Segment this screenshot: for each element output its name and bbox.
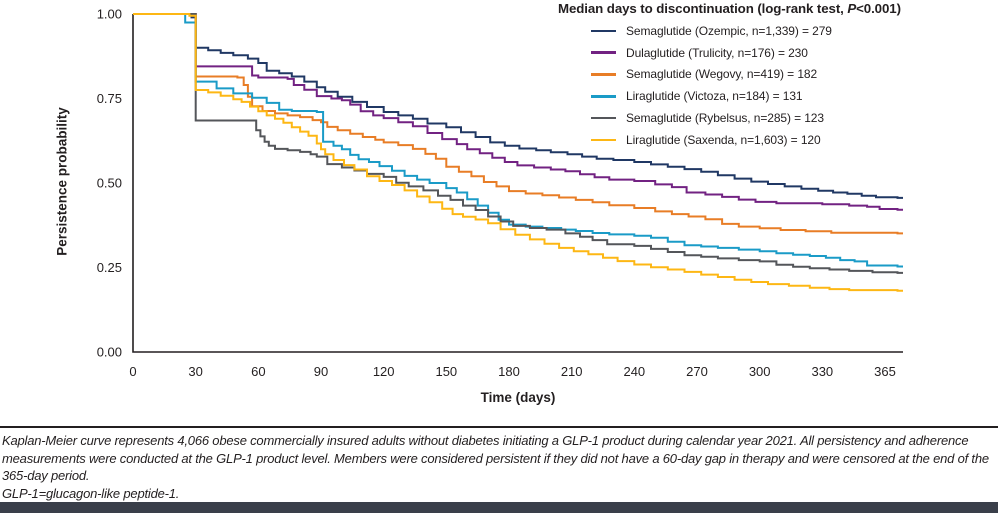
legend-title-pvalue: P [847,1,857,16]
x-tick-label: 120 [373,364,395,379]
km-curve-saxenda [133,13,903,292]
x-tick-label: 270 [686,364,708,379]
legend-item-label: Liraglutide (Saxenda, n=1,603) = 120 [626,132,821,147]
y-tick-label: 0.00 [97,345,122,360]
x-tick-label: 0 [129,364,136,379]
legend-item: Semaglutide (Rybelsus, n=285) = 123 [558,107,998,129]
km-curve-wegovy [133,13,903,235]
legend-item-label: Semaglutide (Wegovy, n=419) = 182 [626,67,818,82]
footer-separator-line [0,426,998,428]
legend-line-swatch [591,94,616,98]
legend-item-label: Semaglutide (Rybelsus, n=285) = 123 [626,111,824,126]
abbreviation-note: GLP-1=glucagon-like peptide-1. [2,485,180,501]
footnote-text: Kaplan-Meier curve represents 4,066 obes… [2,433,989,484]
legend: Median days to discontinuation (log-rank… [558,1,998,151]
km-curve-ozempic [133,13,903,199]
x-tick-label: 150 [435,364,457,379]
legend-item: Liraglutide (Victoza, n=184) = 131 [558,85,998,107]
figure-footer: Kaplan-Meier curve represents 4,066 obes… [2,432,997,502]
legend-line-swatch [591,29,616,33]
x-tick-label: 180 [498,364,520,379]
legend-item-label: Semaglutide (Ozempic, n=1,339) = 279 [626,23,832,38]
x-tick-label: 30 [188,364,202,379]
legend-line-swatch [591,116,616,120]
km-curve-victoza [133,13,903,268]
y-tick-label: 1.00 [97,7,122,22]
legend-item: Liraglutide (Saxenda, n=1,603) = 120 [558,129,998,151]
x-axis-title: Time (days) [480,390,556,405]
legend-title-suffix: <0.001) [856,1,901,16]
y-tick-label: 0.75 [97,91,122,106]
x-tick-label: 90 [314,364,328,379]
x-tick-label: 330 [811,364,833,379]
axis-lines [132,14,903,353]
legend-line-swatch [591,73,616,76]
legend-item: Semaglutide (Ozempic, n=1,339) = 279 [558,20,998,42]
legend-line-swatch [591,51,616,54]
y-tick-label: 0.50 [97,176,122,191]
footer-bottom-bar [0,502,998,513]
km-curve-trulicity [133,13,903,211]
legend-title: Median days to discontinuation (log-rank… [558,1,998,17]
km-chart-svg: 1.00 0.75 0.50 0.25 0.00 0 30 60 90 120 150 180 210 2… [97,7,903,379]
legend-item-label: Dulaglutide (Trulicity, n=176) = 230 [626,45,808,60]
x-tick-label: 60 [251,364,265,379]
legend-item-label: Liraglutide (Victoza, n=184) = 131 [626,89,803,104]
km-curve-rybelsus [133,13,903,274]
x-tick-label: 300 [749,364,771,379]
x-tick-label: 365 [874,364,896,379]
x-tick-label: 210 [561,364,583,379]
x-tick-label: 240 [623,364,645,379]
legend-title-prefix: Median days to discontinuation (log-rank… [558,1,848,16]
legend-item: Semaglutide (Wegovy, n=419) = 182 [558,64,998,86]
y-tick-label: 0.25 [97,260,122,275]
legend-item: Dulaglutide (Trulicity, n=176) = 230 [558,42,998,64]
y-axis-title: Persistence probability [54,107,70,256]
legend-line-swatch [591,138,616,142]
